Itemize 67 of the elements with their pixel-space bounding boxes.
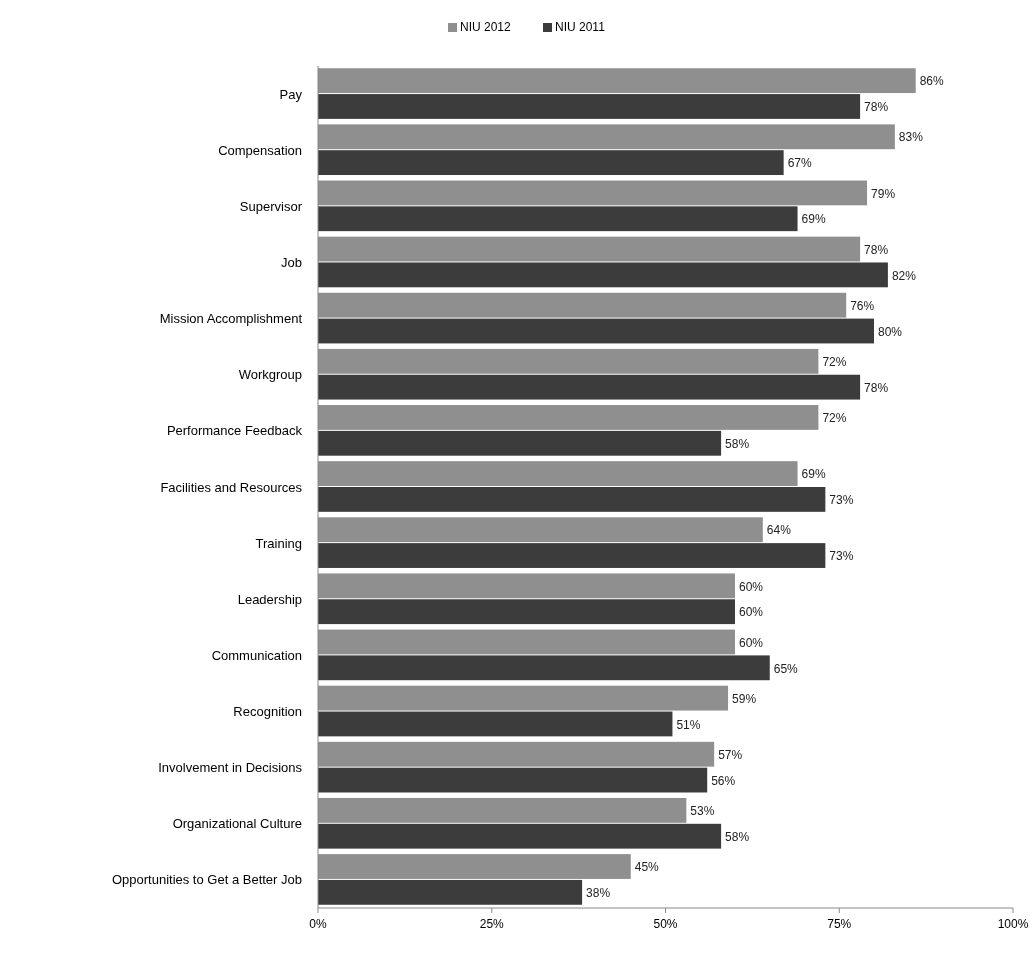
bar [318, 655, 770, 681]
y-tick-label: Leadership [237, 591, 302, 607]
bar [318, 879, 583, 905]
bar [318, 823, 722, 849]
data-label: 51% [676, 717, 701, 732]
y-tick-label: Involvement in Decisions [158, 760, 303, 776]
y-tick-label: Compensation [218, 142, 302, 158]
data-label: 58% [725, 436, 750, 451]
data-label: 60% [739, 605, 764, 620]
y-tick-label: Mission Accomplishment [159, 311, 303, 327]
bar [318, 430, 722, 456]
data-label: 69% [801, 467, 826, 482]
data-label: 76% [850, 298, 875, 313]
y-tick-label: Workgroup [238, 367, 302, 383]
x-tick-label: 75% [827, 917, 852, 931]
data-label: 73% [829, 549, 854, 564]
legend-label: NIU 2011 [555, 20, 606, 34]
data-label: 69% [801, 212, 826, 227]
bar [318, 767, 708, 793]
data-label: 73% [829, 493, 854, 508]
y-tick-label: Facilities and Resources [160, 479, 303, 495]
bar [318, 374, 861, 400]
data-label: 72% [822, 355, 847, 370]
data-label: 86% [919, 74, 945, 89]
data-label: 78% [864, 380, 889, 395]
data-label: 45% [634, 860, 660, 875]
data-label: 80% [878, 324, 903, 339]
x-tick-label: 100% [997, 917, 1029, 931]
data-label: 57% [718, 747, 743, 762]
y-tick-label: Pay [279, 86, 303, 102]
y-tick-label: Organizational Culture [172, 816, 302, 832]
data-label: 78% [864, 242, 889, 257]
data-label: 59% [732, 691, 757, 706]
data-label: 53% [690, 804, 715, 819]
data-label: 78% [864, 100, 889, 115]
y-tick-label: Training [255, 535, 302, 551]
legend-label: NIU 2012 [460, 20, 512, 34]
y-tick-label: Communication [211, 647, 302, 663]
data-label: 72% [822, 411, 847, 426]
data-label: 60% [739, 579, 764, 594]
y-tick-label: Opportunities to Get a Better Job [111, 872, 302, 888]
data-label: 65% [773, 661, 799, 676]
bar [318, 318, 874, 344]
data-label: 56% [711, 773, 736, 788]
data-label: 79% [871, 186, 896, 201]
bar [318, 262, 888, 288]
data-label: 82% [891, 268, 917, 283]
bar [318, 150, 784, 176]
data-label: 60% [739, 635, 764, 650]
data-label: 67% [787, 156, 812, 171]
bar [318, 206, 798, 232]
bar [318, 543, 826, 568]
x-tick-label: 0% [309, 917, 327, 931]
data-label: 38% [586, 886, 611, 901]
y-tick-label: Job [281, 255, 302, 271]
bar [318, 711, 673, 737]
data-label: 83% [898, 130, 924, 145]
x-tick-label: 50% [653, 917, 678, 931]
data-label: 64% [766, 523, 792, 538]
y-tick-label: Supervisor [239, 198, 303, 214]
bar [318, 599, 735, 625]
y-tick-label: Performance Feedback [166, 423, 303, 439]
x-tick-label: 25% [479, 917, 505, 931]
bar [318, 94, 861, 119]
y-tick-label: Recognition [233, 704, 302, 720]
bar [318, 487, 826, 512]
data-label: 58% [725, 829, 750, 844]
